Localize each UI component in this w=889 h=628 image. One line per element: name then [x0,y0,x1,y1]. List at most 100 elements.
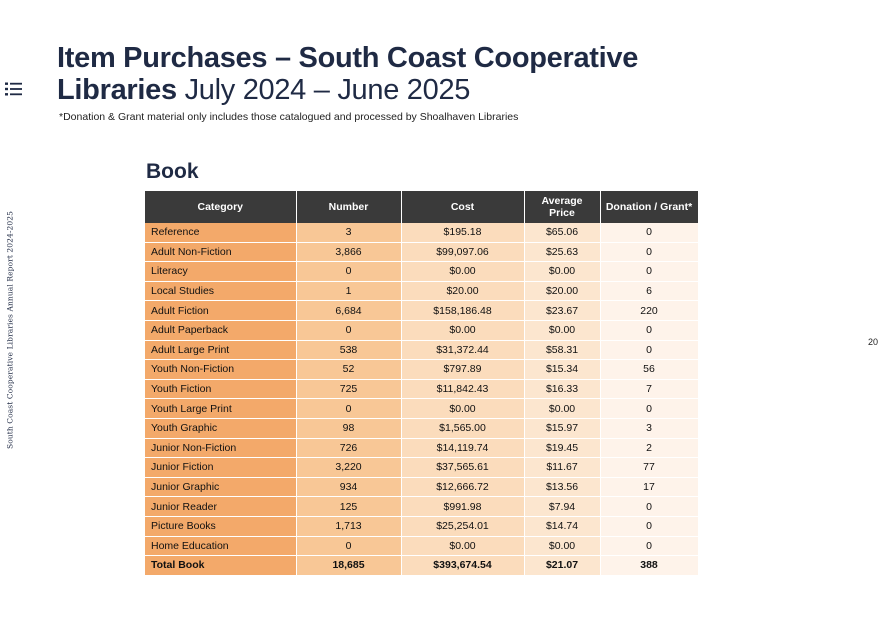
cost-cell: $0.00 [401,261,525,282]
cost-cell: $25,254.01 [401,516,525,537]
table-row: Local Studies 1 $20.00 $20.00 6 [145,281,699,302]
cost-cell: $991.98 [401,496,525,517]
table-row: Reference 3 $195.18 $65.06 0 [145,223,699,243]
table-row: Picture Books 1,713 $25,254.01 $14.74 0 [145,516,699,537]
category-cell: Local Studies [145,281,297,302]
average-price-cell: $65.06 [524,223,601,243]
category-cell: Junior Graphic [145,477,297,498]
cost-cell: $37,565.61 [401,457,525,478]
average-price-cell: $0.00 [524,320,601,341]
donation-cell: 0 [600,398,699,419]
number-cell: 98 [296,418,402,439]
table-row: Junior Graphic 934 $12,666.72 $13.56 17 [145,477,699,498]
title-date-range: July 2024 – June 2025 [176,74,471,106]
donation-cell: 2 [600,438,699,459]
header-donation-grant: Donation / Grant* [600,191,699,223]
cost-cell: $195.18 [401,223,525,243]
category-cell: Junior Non-Fiction [145,438,297,459]
category-cell: Youth Fiction [145,379,297,400]
header-number: Number [296,191,402,223]
title-line2: Libraries [57,74,177,106]
donation-cell: 3 [600,418,699,439]
donation-cell: 56 [600,359,699,380]
category-cell: Home Education [145,536,297,557]
donation-cell: 0 [600,516,699,537]
average-price-cell: $19.45 [524,438,601,459]
number-cell: 726 [296,438,402,459]
donation-cell: 7 [600,379,699,400]
cost-cell: $31,372.44 [401,340,525,361]
table-row: Adult Paperback 0 $0.00 $0.00 0 [145,320,699,341]
average-price-cell: $20.00 [524,281,601,302]
table-row: Youth Graphic 98 $1,565.00 $15.97 3 [145,418,699,439]
table-row: Adult Large Print 538 $31,372.44 $58.31 0 [145,340,699,361]
category-cell: Adult Non-Fiction [145,242,297,263]
number-cell: 934 [296,477,402,498]
category-cell: Junior Reader [145,496,297,517]
average-price-cell: $23.67 [524,300,601,321]
category-cell: Youth Large Print [145,398,297,419]
table-row: Youth Fiction 725 $11,842.43 $16.33 7 [145,379,699,400]
total-number-cell: 18,685 [296,555,402,576]
page-title: Item Purchases – South Coast Cooperative… [57,42,638,106]
category-cell: Adult Paperback [145,320,297,341]
cost-cell: $11,842.43 [401,379,525,400]
table-row: Junior Non-Fiction 726 $14,119.74 $19.45 2 [145,438,699,459]
average-price-cell: $14.74 [524,516,601,537]
category-cell: Picture Books [145,516,297,537]
donation-cell: 6 [600,281,699,302]
donation-cell: 0 [600,261,699,282]
donation-cell: 0 [600,242,699,263]
donation-cell: 220 [600,300,699,321]
header-category: Category [145,191,297,223]
total-category-cell: Total Book [145,555,297,576]
total-average-price-cell: $21.07 [524,555,601,576]
book-purchases-table: Category Number Cost Average Price Donat… [145,191,699,576]
average-price-cell: $0.00 [524,398,601,419]
number-cell: 0 [296,320,402,341]
average-price-cell: $13.56 [524,477,601,498]
donation-cell: 0 [600,340,699,361]
header-cost: Cost [401,191,525,223]
average-price-cell: $15.34 [524,359,601,380]
donation-cell: 0 [600,223,699,243]
table-row: Junior Fiction 3,220 $37,565.61 $11.67 77 [145,457,699,478]
cost-cell: $14,119.74 [401,438,525,459]
average-price-cell: $25.63 [524,242,601,263]
cost-cell: $797.89 [401,359,525,380]
total-cost-cell: $393,674.54 [401,555,525,576]
cost-cell: $0.00 [401,536,525,557]
title-line1: Item Purchases – South Coast Cooperative [57,42,639,74]
donation-cell: 0 [600,320,699,341]
cost-cell: $0.00 [401,398,525,419]
number-cell: 3,866 [296,242,402,263]
cost-cell: $12,666.72 [401,477,525,498]
average-price-cell: $16.33 [524,379,601,400]
number-cell: 3 [296,223,402,243]
average-price-cell: $0.00 [524,536,601,557]
number-cell: 1 [296,281,402,302]
category-cell: Youth Non-Fiction [145,359,297,380]
cost-cell: $1,565.00 [401,418,525,439]
cost-cell: $158,186.48 [401,300,525,321]
list-menu-icon[interactable] [5,82,22,96]
table-row: Adult Fiction 6,684 $158,186.48 $23.67 220 [145,300,699,321]
average-price-cell: $11.67 [524,457,601,478]
donation-cell: 77 [600,457,699,478]
category-cell: Literacy [145,261,297,282]
donation-cell: 17 [600,477,699,498]
number-cell: 0 [296,536,402,557]
category-cell: Adult Large Print [145,340,297,361]
cost-cell: $20.00 [401,281,525,302]
average-price-cell: $58.31 [524,340,601,361]
header-average-price: Average Price [524,191,601,223]
report-side-label: South Coast Cooperative Libraries Annual… [5,210,15,450]
number-cell: 538 [296,340,402,361]
category-cell: Adult Fiction [145,300,297,321]
table-total-row: Total Book 18,685 $393,674.54 $21.07 388 [145,555,699,576]
donation-cell: 0 [600,496,699,517]
cost-cell: $0.00 [401,320,525,341]
average-price-cell: $0.00 [524,261,601,282]
number-cell: 52 [296,359,402,380]
number-cell: 125 [296,496,402,517]
